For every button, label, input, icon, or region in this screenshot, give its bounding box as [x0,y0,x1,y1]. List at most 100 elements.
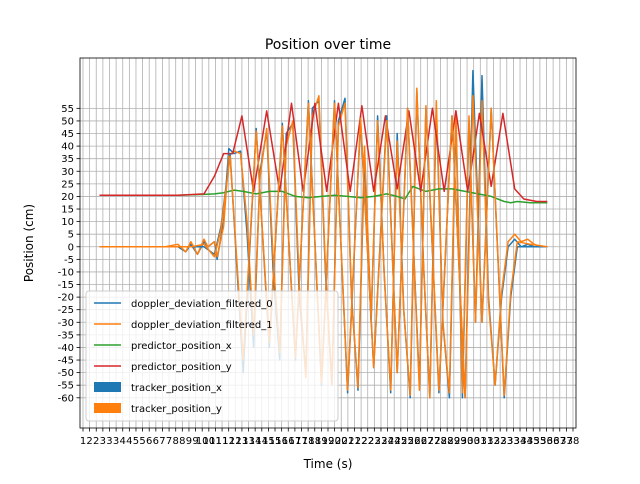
legend-box [85,290,339,422]
legend-patch [94,403,121,413]
x-tick-label: 20 [335,436,348,447]
legend-label: doppler_deviation_filtered_1 [131,320,273,331]
legend-label: predictor_position_y [131,362,232,373]
x-tick-label: 5 [139,436,145,447]
x-tick-label: 32 [487,436,500,447]
x-tick-label: 19 [315,436,328,447]
x-tick-label: 29 [454,436,467,447]
x-tick-label: 7 [166,436,172,447]
x-tick-label: 16 [275,436,288,447]
y-tick-label: -50 [58,368,74,379]
y-tick-label: 5 [68,230,74,241]
y-tick-label: 45 [61,129,74,140]
x-tick-label: 11 [209,436,222,447]
y-tick-label: -30 [58,318,74,329]
x-tick-label: 14 [255,436,268,447]
x-tick-label: 4 [126,436,132,447]
x-tick-label: 9 [192,436,198,447]
y-tick-label: -20 [58,293,74,304]
x-tick-label: 26 [414,436,427,447]
x-tick-label: 10 [202,436,215,447]
y-tick-label: -15 [58,280,74,291]
x-tick-label: 5 [133,436,139,447]
x-tick-label: 30 [461,436,474,447]
x-tick-label: 34 [514,436,527,447]
x-tick-label: 24 [381,436,394,447]
x-tick-label: 38 [567,436,580,447]
x-tick-label: 6 [153,436,159,447]
x-tick-label: 30 [467,436,480,447]
y-tick-label: 0 [68,242,74,253]
y-tick-label: -45 [58,356,74,367]
x-tick-label: 3 [106,436,112,447]
x-tick-label: 17 [295,436,308,447]
y-tick-label: 15 [61,205,74,216]
x-tick-label: 17 [289,436,302,447]
x-tick-label: 36 [540,436,553,447]
x-tick-label: 31 [481,436,494,447]
x-tick-label: 18 [308,436,321,447]
y-tick-label: -35 [58,330,74,341]
y-tick-label: 35 [61,154,74,165]
x-axis: 1 2 2 3 3 3 4 4 5 5 6 6 7 7 8 8 9 91010111112121313141415… [80,428,580,447]
x-tick-label: 25 [394,436,407,447]
y-tick-label: -5 [64,255,74,266]
x-tick-label: 33 [507,436,520,447]
x-tick-label: 33 [500,436,513,447]
x-tick-label: 28 [434,436,447,447]
y-tick-label: 50 [61,116,74,127]
x-tick-label: 16 [282,436,295,447]
x-tick-label: 20 [328,436,341,447]
x-tick-label: 22 [355,436,368,447]
x-axis-label: Time (s) [303,457,353,471]
x-tick-label: 15 [262,436,275,447]
x-tick-label: 23 [368,436,381,447]
x-tick-label: 29 [447,436,460,447]
x-tick-label: 2 [86,436,92,447]
legend-label: tracker_position_y [131,404,222,415]
x-tick-label: 4 [120,436,126,447]
x-tick-label: 21 [341,436,354,447]
y-axis-label: Position (cm) [22,204,36,282]
legend-label: doppler_deviation_filtered_0 [131,299,273,310]
x-tick-label: 13 [242,436,255,447]
x-tick-label: 8 [179,436,185,447]
x-tick-label: 28 [441,436,454,447]
x-tick-label: 34 [520,436,533,447]
y-tick-label: -10 [58,267,74,278]
x-tick-label: 26 [408,436,421,447]
y-tick-label: 30 [61,167,74,178]
x-tick-label: 27 [421,436,434,447]
x-tick-label: 12 [222,436,235,447]
series-line-doppler-deviation-filtered-1 [99,87,548,399]
x-tick-label: 21 [348,436,361,447]
y-tick-label: -55 [58,381,74,392]
x-tick-label: 13 [236,436,249,447]
y-tick-label: 55 [61,104,74,115]
y-tick-label: 25 [61,179,74,190]
legend: doppler_deviation_filtered_0 doppler_devi… [85,290,339,422]
x-tick-label: 2 [93,436,99,447]
x-tick-label: 25 [401,436,414,447]
x-tick-label: 9 [186,436,192,447]
x-tick-label: 6 [146,436,152,447]
x-tick-label: 11 [216,436,229,447]
x-tick-label: 37 [553,436,566,447]
x-tick-label: 31 [474,436,487,447]
legend-label: tracker_position_x [131,383,222,394]
x-tick-label: 3 [100,436,106,447]
y-tick-label: -60 [58,393,74,404]
legend-patch [94,382,121,392]
x-tick-label: 19 [322,436,335,447]
x-tick-label: 35 [527,436,540,447]
x-tick-label: 8 [173,436,179,447]
x-tick-label: 27 [428,436,441,447]
x-tick-label: 23 [375,436,388,447]
series-layer [99,69,548,399]
x-tick-label: 12 [229,436,242,447]
y-tick-label: 40 [61,142,74,153]
chart-title: Position over time [265,37,391,53]
x-tick-label: 35 [534,436,547,447]
y-tick-label: 20 [61,192,74,203]
